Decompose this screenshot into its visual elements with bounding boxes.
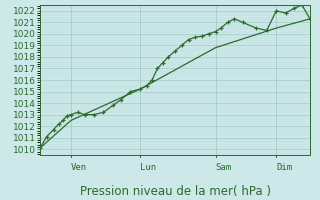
Text: Lun: Lun — [140, 163, 156, 172]
Text: Pression niveau de la mer( hPa ): Pression niveau de la mer( hPa ) — [79, 185, 270, 198]
Text: Sam: Sam — [215, 163, 232, 172]
Text: Ven: Ven — [71, 163, 87, 172]
Text: Dim: Dim — [276, 163, 292, 172]
